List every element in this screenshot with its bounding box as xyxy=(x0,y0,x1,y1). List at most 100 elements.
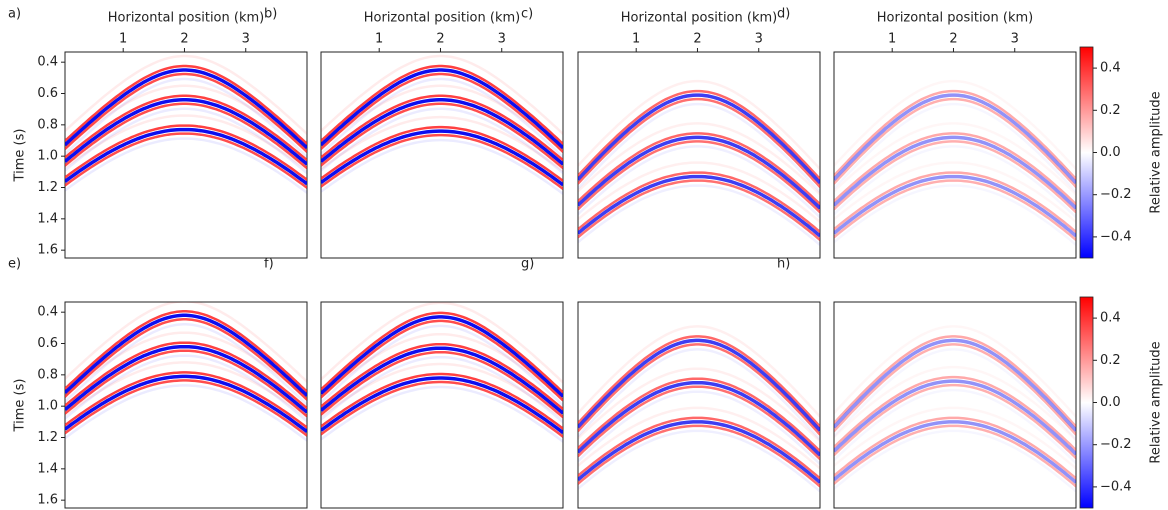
x-tick-label: 3 xyxy=(498,32,506,47)
event-wavelet xyxy=(321,107,563,175)
event-wavelet xyxy=(321,64,563,145)
wavefield-image xyxy=(321,54,563,195)
event-wavelet xyxy=(65,349,307,418)
event-wavelet xyxy=(834,89,1076,180)
event-wavelet xyxy=(321,68,563,150)
y-tick-label: 1.6 xyxy=(37,493,58,508)
panel-label: d) xyxy=(777,7,790,22)
event-wavelet xyxy=(834,171,1076,233)
event-wavelet xyxy=(578,367,820,442)
event-wavelet xyxy=(578,377,820,452)
event-wavelet xyxy=(65,323,307,406)
event-wavelet xyxy=(65,124,307,181)
event-wavelet xyxy=(834,174,1076,238)
x-axis-label: Horizontal position (km) xyxy=(364,11,520,26)
event-wavelet xyxy=(578,385,820,460)
x-tick-label: 1 xyxy=(632,32,640,47)
event-wavelet xyxy=(578,179,820,241)
event-wavelet xyxy=(65,64,307,145)
event-wavelet xyxy=(834,97,1076,188)
event-wavelet xyxy=(834,420,1076,484)
event-wavelet xyxy=(834,132,1076,206)
event-wavelet xyxy=(321,355,563,424)
event-wavelet xyxy=(321,77,563,158)
event-wavelet xyxy=(578,122,820,196)
x-tick-label: 3 xyxy=(242,32,250,47)
event-wavelet xyxy=(321,94,563,162)
x-tick-label: 3 xyxy=(1011,32,1019,47)
x-tick-label: 2 xyxy=(693,32,701,47)
event-wavelet xyxy=(321,311,563,394)
y-tick-label: 0.4 xyxy=(37,305,58,320)
wavefield-image xyxy=(65,54,307,194)
event-wavelet xyxy=(578,140,820,214)
event-wavelet xyxy=(321,372,563,430)
panel-label: b) xyxy=(264,7,277,22)
event-wavelet xyxy=(834,179,1076,241)
event-wavelet xyxy=(834,335,1076,428)
event-wavelet xyxy=(578,348,820,441)
x-tick-label: 1 xyxy=(888,32,896,47)
event-wavelet xyxy=(65,68,307,150)
event-wavelet xyxy=(65,84,307,152)
event-wavelet xyxy=(834,93,1076,185)
event-wavelet xyxy=(321,380,563,438)
event-wavelet xyxy=(578,89,820,180)
x-axis-label: Horizontal position (km) xyxy=(108,11,264,26)
y-tick-label: 1.4 xyxy=(37,461,58,476)
event-wavelet xyxy=(321,342,563,411)
x-tick-label: 1 xyxy=(375,32,383,47)
event-wavelet xyxy=(65,77,307,158)
event-wavelet xyxy=(578,79,820,170)
event-wavelet xyxy=(65,371,307,429)
panel-label: a) xyxy=(8,7,21,22)
wavefield-image xyxy=(578,79,820,246)
x-tick-label: 2 xyxy=(436,32,444,47)
event-wavelet xyxy=(65,331,307,400)
panel-label: f) xyxy=(264,257,274,272)
x-tick-label: 1 xyxy=(119,32,127,47)
event-wavelet xyxy=(321,125,563,182)
event-wavelet xyxy=(578,325,820,418)
colorbar xyxy=(1079,296,1094,509)
event-wavelet xyxy=(321,54,563,135)
event-wavelet xyxy=(65,98,307,166)
wavefield-image xyxy=(65,302,307,442)
colorbar-tick-label: 0.0 xyxy=(1100,145,1121,160)
event-wavelet xyxy=(578,93,820,185)
event-wavelet xyxy=(578,97,820,188)
x-axis-label: Horizontal position (km) xyxy=(877,11,1033,26)
event-wavelet xyxy=(321,324,563,407)
event-wavelet xyxy=(578,420,820,484)
wavefield-image xyxy=(834,89,1076,241)
event-wavelet xyxy=(321,129,563,187)
x-tick-label: 2 xyxy=(949,32,957,47)
wavefield-image xyxy=(578,325,820,493)
event-wavelet xyxy=(578,132,820,206)
event-wavelet xyxy=(578,135,820,210)
x-axis-label: Horizontal position (km) xyxy=(621,11,777,26)
event-wavelet xyxy=(65,310,307,393)
colorbar-label: Relative amplitude xyxy=(1149,341,1164,463)
event-wavelet xyxy=(834,140,1076,214)
event-wavelet xyxy=(834,135,1076,210)
event-wavelet xyxy=(578,338,820,432)
event-wavelet xyxy=(65,94,307,162)
event-wavelet xyxy=(578,390,820,465)
event-wavelet xyxy=(65,384,307,442)
event-wavelet xyxy=(65,107,307,175)
colorbar-tick-label: 0.2 xyxy=(1100,353,1121,368)
event-wavelet xyxy=(65,379,307,437)
event-wavelet xyxy=(578,416,820,480)
event-wavelet xyxy=(321,315,563,398)
event-wavelet xyxy=(834,338,1076,432)
event-wavelet xyxy=(578,343,820,436)
y-tick-label: 1.2 xyxy=(37,430,58,445)
panel-label: g) xyxy=(521,257,534,272)
colorbar-tick-label: −0.2 xyxy=(1100,437,1132,452)
x-tick-label: 2 xyxy=(180,32,188,47)
event-wavelet xyxy=(578,161,820,223)
event-wavelet xyxy=(578,406,820,470)
event-wavelet xyxy=(834,416,1076,480)
panel-label: c) xyxy=(521,7,533,22)
